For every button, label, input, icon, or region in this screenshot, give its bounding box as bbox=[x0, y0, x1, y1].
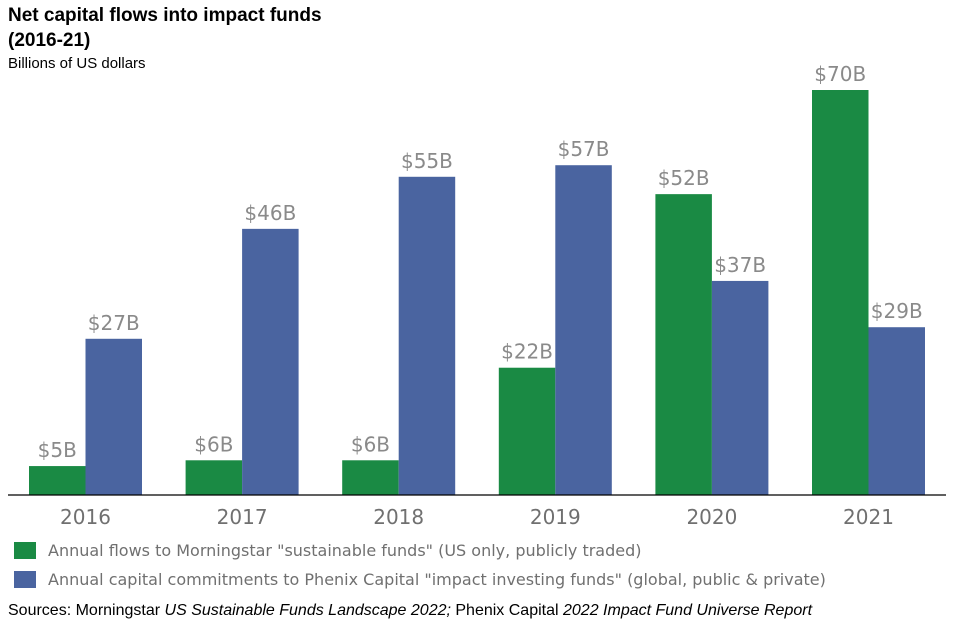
value-label-impact-2020: $37B bbox=[714, 253, 766, 277]
chart-subtitle: Billions of US dollars bbox=[8, 55, 146, 72]
value-label-impact-2016: $27B bbox=[88, 311, 140, 335]
bar-sustainable-2021 bbox=[812, 90, 869, 495]
bar-chart: $5B $27B $6B $46B $6B $55B $22B $57B $52B $37B $70… bbox=[8, 62, 946, 529]
legend-item-blue: Annual capital commitments to Phenix Cap… bbox=[14, 570, 826, 589]
value-labels-group: $5B $27B $6B $46B $6B $55B $22B $57B $52B $37B $70… bbox=[38, 62, 923, 462]
bar-sustainable-2019 bbox=[498, 367, 556, 495]
x-tick-label-2018: 2018 bbox=[373, 505, 424, 529]
chart-title: Net capital flows into impact funds (201… bbox=[8, 3, 322, 53]
x-tick-label-2020: 2020 bbox=[686, 505, 737, 529]
bar-impact-2016 bbox=[85, 338, 142, 495]
sources-prefix: Sources: Morningstar bbox=[8, 602, 165, 619]
bar-impact-2017 bbox=[242, 228, 299, 495]
chart-title-line-1: Net capital flows into impact funds bbox=[8, 5, 322, 26]
bars-group bbox=[29, 90, 925, 496]
value-label-impact-2021: $29B bbox=[871, 299, 923, 323]
sources-middle: Phenix Capital bbox=[450, 602, 563, 619]
bar-sustainable-2016 bbox=[29, 466, 86, 495]
value-label-sustainable-2017: $6B bbox=[194, 432, 233, 456]
bar-impact-2019 bbox=[555, 165, 612, 495]
chart-title-line-2: (2016-21) bbox=[8, 30, 91, 51]
value-label-impact-2019: $57B bbox=[558, 137, 610, 161]
sources-title-1: US Sustainable Funds Landscape 2022; bbox=[164, 602, 451, 619]
legend-item-green: Annual flows to Morningstar "sustainable… bbox=[14, 541, 642, 560]
bar-impact-2021 bbox=[868, 327, 925, 495]
x-tick-label-2021: 2021 bbox=[843, 505, 894, 529]
value-label-impact-2017: $46B bbox=[244, 201, 296, 225]
legend-label-green: Annual flows to Morningstar "sustainable… bbox=[48, 541, 642, 560]
bar-impact-2020 bbox=[711, 280, 769, 495]
x-tick-labels-group: 2016 2017 2018 2019 2020 2021 bbox=[60, 505, 894, 529]
value-label-sustainable-2019: $22B bbox=[501, 340, 553, 364]
legend-swatch-green bbox=[14, 542, 36, 559]
value-label-sustainable-2016: $5B bbox=[38, 438, 77, 462]
bar-impact-2018 bbox=[398, 176, 456, 496]
sources-title-2: 2022 Impact Fund Universe Report bbox=[563, 602, 813, 619]
value-label-impact-2018: $55B bbox=[401, 149, 453, 173]
bar-sustainable-2017 bbox=[185, 460, 243, 495]
sources-note: Sources: Morningstar US Sustainable Fund… bbox=[8, 602, 812, 620]
value-label-sustainable-2020: $52B bbox=[658, 166, 710, 190]
bar-sustainable-2020 bbox=[655, 194, 712, 495]
x-tick-label-2017: 2017 bbox=[217, 505, 268, 529]
x-tick-label-2019: 2019 bbox=[530, 505, 581, 529]
value-label-sustainable-2021: $70B bbox=[814, 62, 866, 86]
x-tick-label-2016: 2016 bbox=[60, 505, 111, 529]
legend-swatch-blue bbox=[14, 571, 36, 588]
legend-label-blue: Annual capital commitments to Phenix Cap… bbox=[48, 570, 826, 589]
value-label-sustainable-2018: $6B bbox=[351, 432, 390, 456]
bar-sustainable-2018 bbox=[342, 460, 399, 495]
